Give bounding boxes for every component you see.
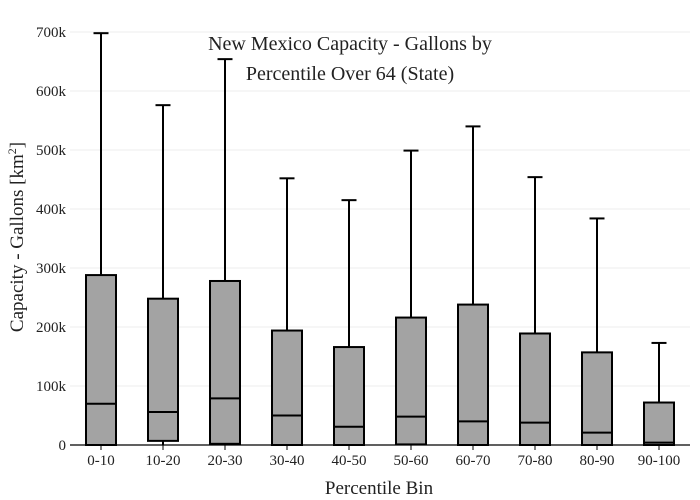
box-iqr [395, 316, 427, 446]
y-tick-label: 100k [36, 379, 67, 395]
x-tick-label: 70-80 [518, 453, 553, 469]
x-tick-label: 80-90 [580, 453, 615, 469]
box-iqr [519, 332, 551, 446]
x-axis-ticks: 0-10 10-20 20-30 30-40 40-50 50-60 60-70 70-80 8… [87, 445, 680, 469]
box-50-60 [395, 149, 427, 446]
box-iqr [643, 401, 675, 446]
y-axis-label-superscript: 2 [5, 148, 19, 154]
box-iqr [333, 346, 365, 446]
x-tick-label: 0-10 [87, 453, 115, 469]
chart-title-line-1: New Mexico Capacity - Gallons by [208, 33, 492, 55]
box-iqr [581, 351, 613, 446]
x-tick-label: 20-30 [208, 453, 243, 469]
box-iqr [271, 329, 303, 447]
box-40-50 [333, 199, 365, 446]
x-axis-label: Percentile Bin [325, 478, 434, 499]
x-tick-label: 90-100 [638, 453, 681, 469]
y-tick-label: 600k [36, 84, 67, 100]
y-tick-label: 0 [59, 438, 67, 454]
box-0-10 [85, 32, 117, 446]
box-iqr [147, 297, 179, 442]
chart-title-line-2: Percentile Over 64 (State) [246, 63, 454, 85]
box-iqr [209, 279, 241, 445]
y-axis-ticks: 0 100k 200k 300k 400k 500k 600k 700k [36, 25, 67, 454]
box-90-100 [643, 341, 675, 446]
y-tick-label: 200k [36, 320, 67, 336]
box-10-20 [147, 104, 179, 445]
box-70-80 [519, 176, 551, 446]
box-30-40 [271, 177, 303, 447]
box-60-70 [457, 125, 489, 446]
y-tick-label: 300k [36, 261, 67, 277]
x-tick-label: 50-60 [394, 453, 429, 469]
y-axis-label-main: Capacity - Gallons [km [7, 154, 28, 332]
y-tick-label: 400k [36, 202, 67, 218]
box-20-30 [209, 58, 241, 445]
y-tick-label: 500k [36, 143, 67, 159]
y-axis-label-close: ] [7, 142, 28, 148]
box-iqr [457, 303, 489, 446]
x-tick-label: 30-40 [270, 453, 305, 469]
x-tick-label: 10-20 [146, 453, 181, 469]
box-80-90 [581, 217, 613, 446]
box-iqr [85, 274, 117, 446]
x-tick-label: 60-70 [456, 453, 491, 469]
y-axis-label: Capacity - Gallons [km2] [5, 142, 28, 332]
y-tick-label: 700k [36, 25, 67, 41]
x-tick-label: 40-50 [332, 453, 367, 469]
boxes [85, 32, 675, 447]
